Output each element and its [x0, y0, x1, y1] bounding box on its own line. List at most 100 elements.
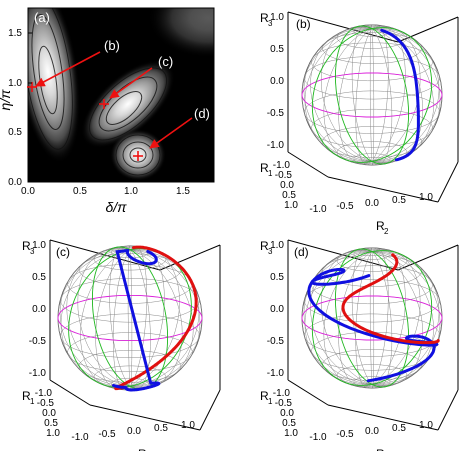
- marker-points: [27, 82, 143, 161]
- trajectory-1: [380, 28, 420, 162]
- r1-tick: -1.0: [273, 160, 291, 171]
- r1-tick: 1.0: [46, 428, 60, 439]
- r1-tick: 0.0: [42, 408, 56, 419]
- y-tick: 0.5: [8, 127, 22, 138]
- r1-tick: 1.0: [284, 200, 298, 211]
- r1-tick: 1.0: [284, 428, 298, 439]
- r3-tick: 1.0: [32, 240, 46, 251]
- r1-axis-subscript: 1: [30, 397, 35, 406]
- sphere-longitude: [92, 246, 168, 390]
- r1-tick: 0.0: [280, 180, 294, 191]
- r2-tick: 0.0: [365, 198, 379, 209]
- sphere-longitude: [355, 24, 389, 166]
- sphere-longitude: [355, 247, 389, 389]
- panel-b: (b)R 31.00.50.0-0.5-1.0R 11.00.50.0-0.5-1.…: [260, 11, 459, 236]
- meridian-circle: [334, 25, 410, 165]
- r3-tick: -0.5: [29, 336, 47, 347]
- trajectory-1: [307, 268, 439, 383]
- panel-d: (d)R 31.00.50.0-0.5-1.0R 11.00.50.0-0.5-1.…: [260, 239, 459, 451]
- r3-tick: 0.5: [270, 44, 284, 55]
- r1-axis-subscript: 1: [268, 397, 273, 406]
- r3-tick: -1.0: [267, 368, 285, 379]
- equator-circle: [301, 72, 443, 118]
- y-tick: 0.0: [8, 177, 22, 188]
- contour-lobes: [28, 8, 214, 181]
- r2-axis-subscript: 2: [384, 227, 389, 236]
- r2-tick: 0.0: [127, 426, 141, 437]
- annotation-c: (c): [158, 54, 173, 69]
- r3-tick: 1.0: [270, 12, 284, 23]
- r3-tick: 0.0: [270, 76, 284, 87]
- sphere-panels: (b)R 31.00.50.0-0.5-1.0R 11.00.50.0-0.5-1.…: [22, 11, 459, 451]
- r2-tick: 1.0: [419, 192, 433, 203]
- sphere-longitude: [369, 24, 375, 166]
- r1-axis-subscript: 1: [268, 169, 273, 178]
- r2-axis-label: R: [138, 447, 147, 451]
- r3-axis-label: R: [260, 11, 269, 25]
- r1-tick: -0.5: [275, 398, 293, 409]
- r3-tick: -0.5: [267, 336, 285, 347]
- r3-axis-label: R: [260, 239, 269, 253]
- sphere-longitude: [338, 25, 406, 165]
- x-tick: 1.5: [176, 186, 190, 197]
- x-tick: 0.5: [73, 186, 87, 197]
- x-tick: 0.0: [21, 186, 35, 197]
- panel-a: (a) (b) (c) (d) 0.0 0.5 1.0 1.5 0.0 0.5 …: [0, 7, 215, 215]
- x-axis-label: δ/π: [105, 199, 127, 215]
- meridian-circle: [334, 248, 410, 388]
- r2-tick: -1.0: [309, 432, 327, 443]
- r2-axis-label: R: [376, 447, 385, 451]
- r1-axis-label: R: [260, 389, 269, 403]
- r3-tick: -0.5: [267, 108, 285, 119]
- y-tick: 1.5: [8, 28, 22, 39]
- r2-tick: -1.0: [309, 204, 327, 215]
- sphere-longitude: [112, 245, 148, 391]
- meridian-circle: [311, 27, 433, 163]
- r3-axis-subscript: 3: [30, 247, 35, 256]
- y-axis-label: η/π: [0, 89, 13, 111]
- r1-axis-label: R: [260, 161, 269, 175]
- r3-tick: -1.0: [267, 140, 285, 151]
- trajectory-2: [341, 253, 440, 345]
- r1-tick: -0.5: [275, 170, 293, 181]
- axis-box: [49, 239, 221, 431]
- r3-tick: -1.0: [29, 368, 47, 379]
- r1-tick: -0.5: [37, 398, 55, 409]
- panel-label-a: (a): [34, 10, 50, 25]
- sphere-longitude: [351, 248, 393, 388]
- r2-tick: 0.0: [365, 426, 379, 437]
- sphere-longitude: [109, 246, 151, 390]
- r2-tick: -0.5: [336, 429, 354, 440]
- panel-label-c: (c): [56, 245, 70, 259]
- sphere-longitude: [351, 25, 393, 165]
- r3-tick: 0.0: [270, 304, 284, 315]
- r1-tick: 0.0: [280, 408, 294, 419]
- r1-tick: 0.5: [282, 418, 296, 429]
- panel-label-d: (d): [294, 245, 309, 259]
- panel-label-b: (b): [296, 17, 311, 31]
- r1-axis-label: R: [22, 389, 31, 403]
- x-tick: 1.0: [124, 186, 138, 197]
- r2-tick: 0.5: [154, 423, 168, 434]
- trajectory-2: [112, 249, 161, 392]
- r2-tick: 1.0: [181, 420, 195, 431]
- meridian-circle: [311, 250, 433, 386]
- r2-tick: -1.0: [71, 432, 89, 443]
- panel-c: (c)R 31.00.50.0-0.5-1.0R 11.00.50.0-0.5-1.…: [22, 239, 221, 451]
- r3-tick: 0.5: [270, 272, 284, 283]
- r3-axis-label: R: [22, 239, 31, 253]
- sphere-longitude: [369, 247, 375, 389]
- r2-tick: 0.5: [392, 195, 406, 206]
- r2-tick: 1.0: [419, 420, 433, 431]
- r1-tick: 0.5: [44, 418, 58, 429]
- r1-tick: -1.0: [273, 388, 291, 399]
- y-tick: 1.0: [8, 78, 22, 89]
- r1-tick: -1.0: [35, 388, 53, 399]
- r2-tick: 0.5: [392, 423, 406, 434]
- annotation-d: (d): [194, 106, 210, 121]
- r1-tick: 0.5: [282, 190, 296, 201]
- r3-tick: 0.0: [32, 304, 46, 315]
- annotation-b: (b): [104, 38, 120, 53]
- r3-tick: 1.0: [270, 240, 284, 251]
